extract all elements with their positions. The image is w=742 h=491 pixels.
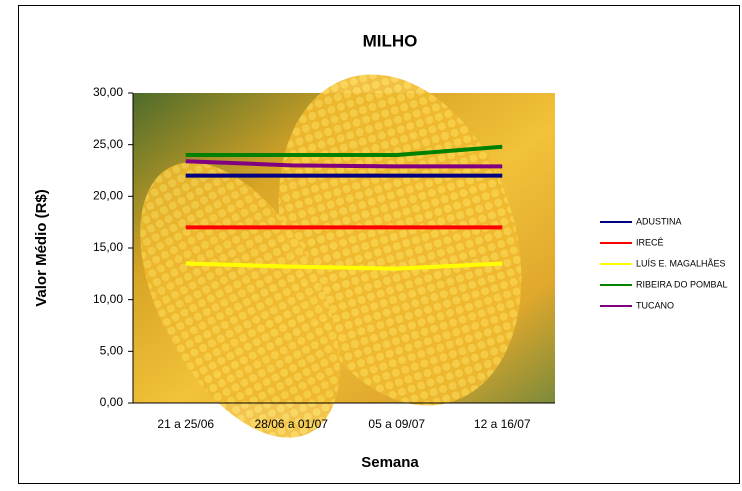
legend-label: RIBEIRA DO POMBAL [636,279,728,289]
y-tick-label: 10,00 [93,292,123,306]
y-tick-label: 25,00 [93,137,123,151]
y-tick-label: 5,00 [100,344,124,358]
x-tick-label: 05 a 09/07 [368,417,425,431]
legend-label: LUÍS E. MAGALHÃES [636,258,726,268]
y-tick-label: 0,00 [100,395,124,409]
legend-label: TUCANO [636,300,674,310]
x-tick-label: 28/06 a 01/07 [255,417,329,431]
legend-label: ADUSTINA [636,216,682,226]
y-tick-label: 15,00 [93,240,123,254]
x-axis-title: Semana [361,454,419,471]
x-tick-label: 12 a 16/07 [474,417,531,431]
x-tick-label: 21 a 25/06 [157,417,214,431]
y-tick-label: 30,00 [93,85,123,99]
y-axis-title: Valor Médio (R$) [33,189,50,307]
chart: MILHO Semana Valor Médio (R$) 0,00 5,00 10… [0,0,742,486]
y-tick-label: 20,00 [93,189,123,203]
chart-title: MILHO [363,31,418,50]
legend-label: IRECÊ [636,237,664,247]
